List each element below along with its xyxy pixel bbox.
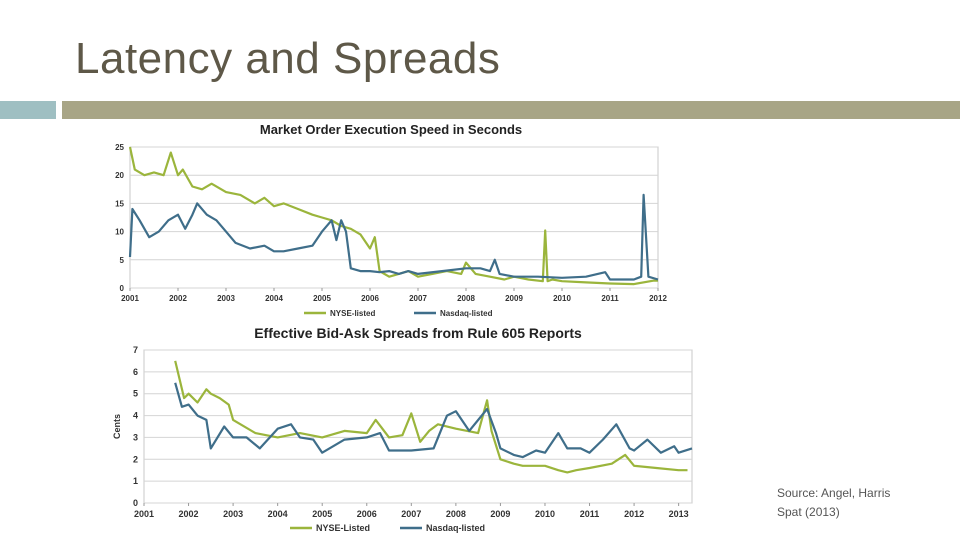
x-tick-label: 2009	[505, 294, 523, 303]
x-tick-label: 2005	[312, 509, 332, 519]
source-line-1: Source: Angel, Harris	[777, 486, 891, 500]
x-tick-label: 2007	[409, 294, 427, 303]
y-tick-label: 0	[120, 284, 125, 293]
legend-label: Nasdaq-listed	[426, 523, 485, 533]
slide-title: Latency and Spreads	[75, 34, 501, 83]
y-tick-label: 10	[115, 228, 124, 237]
x-tick-label: 2002	[179, 509, 199, 519]
source-line-2: Spat (2013)	[777, 505, 840, 519]
plot-frame	[129, 146, 659, 289]
y-tick-label: 3	[133, 432, 138, 442]
y-tick-label: 7	[133, 345, 138, 355]
legend-label: NYSE-Listed	[316, 523, 370, 533]
x-tick-label: 2008	[457, 294, 475, 303]
y-tick-label: 6	[133, 367, 138, 377]
y-tick-label: 5	[133, 389, 138, 399]
x-tick-label: 2001	[134, 509, 154, 519]
y-tick-label: 2	[133, 454, 138, 464]
y-tick-label: 1	[133, 476, 138, 486]
title-underline-bar	[62, 101, 960, 119]
x-tick-label: 2002	[169, 294, 187, 303]
chart-title: Market Order Execution Speed in Seconds	[260, 122, 522, 137]
x-tick-label: 2012	[624, 509, 644, 519]
x-tick-label: 2013	[669, 509, 689, 519]
series-line-nasdaq-listed	[128, 193, 659, 281]
legend-label: NYSE-listed	[330, 309, 375, 318]
x-tick-label: 2009	[490, 509, 510, 519]
legend-label: Nasdaq-listed	[440, 309, 493, 318]
y-axis-label: Cents	[112, 414, 122, 439]
bid-ask-spread-chart: Effective Bid-Ask Spreads from Rule 605 …	[112, 325, 693, 533]
x-tick-label: 2006	[357, 509, 377, 519]
x-tick-label: 2007	[401, 509, 421, 519]
x-tick-label: 2005	[313, 294, 331, 303]
accent-bar	[0, 101, 56, 119]
series-line-nasdaq-listed	[174, 382, 693, 459]
y-tick-label: 5	[120, 256, 125, 265]
y-tick-label: 25	[115, 143, 124, 152]
x-tick-label: 2010	[535, 509, 555, 519]
plot-frame	[143, 349, 693, 504]
y-tick-label: 0	[133, 498, 138, 508]
y-tick-label: 20	[115, 171, 124, 180]
source-note: Source: Angel, Harris Spat (2013)	[777, 484, 890, 522]
x-tick-label: 2003	[217, 294, 235, 303]
x-tick-label: 2008	[446, 509, 466, 519]
series-line-nyse-listed	[128, 146, 658, 286]
y-tick-label: 15	[115, 199, 124, 208]
x-tick-label: 2011	[601, 294, 619, 303]
x-tick-label: 2004	[265, 294, 283, 303]
x-tick-label: 2011	[580, 509, 600, 519]
x-tick-label: 2001	[121, 294, 139, 303]
x-tick-label: 2004	[268, 509, 288, 519]
x-tick-label: 2003	[223, 509, 243, 519]
y-tick-label: 4	[133, 411, 138, 421]
series-line-nyse-listed	[174, 360, 688, 474]
execution-speed-chart: Market Order Execution Speed in Seconds 0…	[115, 122, 667, 318]
x-tick-label: 2012	[649, 294, 667, 303]
chart-title: Effective Bid-Ask Spreads from Rule 605 …	[254, 325, 582, 341]
x-tick-label: 2006	[361, 294, 379, 303]
x-tick-label: 2010	[553, 294, 571, 303]
